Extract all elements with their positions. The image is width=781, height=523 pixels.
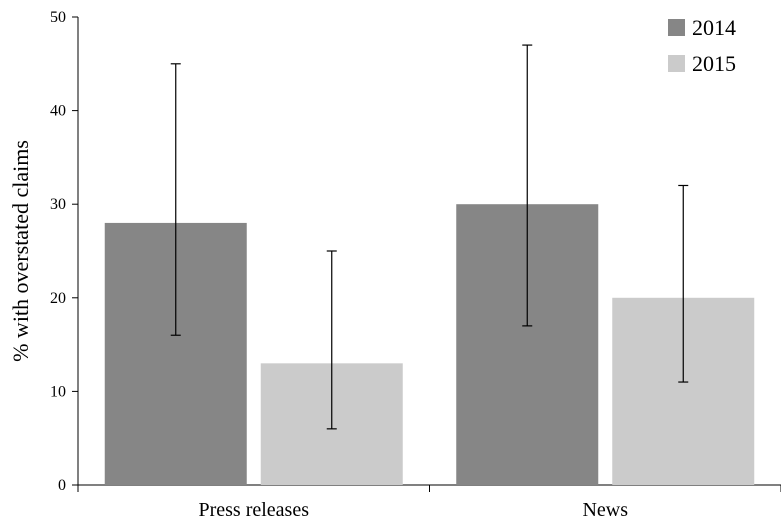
y-tick-label: 30: [50, 196, 66, 213]
category-label: Press releases: [198, 499, 309, 521]
legend-label: 2015: [692, 51, 736, 76]
y-tick-label: 20: [50, 290, 66, 307]
x-ticks: [77, 485, 781, 492]
bars: [104, 204, 755, 486]
error-bars: [170, 44, 689, 430]
y-ticks: 0 10 20 30 40 50: [50, 9, 78, 494]
category-labels: Press releases News: [198, 499, 628, 521]
legend-swatch: [668, 19, 685, 36]
y-tick-label: 10: [50, 383, 66, 400]
category-label: News: [582, 499, 628, 521]
legend-swatch: [668, 55, 685, 72]
legend: 2014 2015: [668, 15, 736, 76]
y-tick-label: 50: [50, 9, 66, 26]
legend-label: 2014: [692, 15, 736, 40]
y-axis-title: % with overstated claims: [8, 140, 33, 362]
y-tick-label: 40: [50, 103, 66, 120]
y-tick-label: 0: [58, 477, 66, 494]
